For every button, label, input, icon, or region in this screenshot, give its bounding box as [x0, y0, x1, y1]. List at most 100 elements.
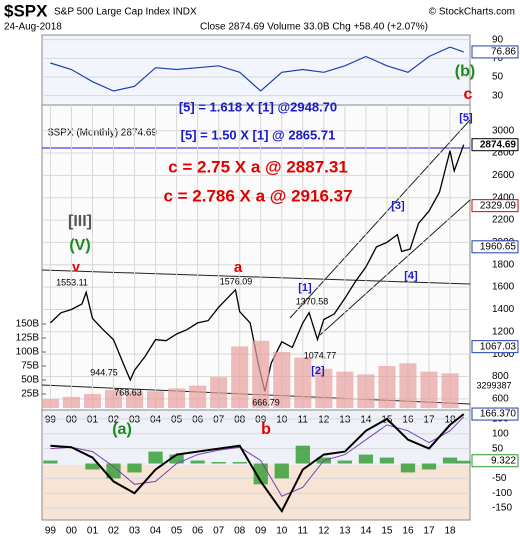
histogram-bar [211, 462, 226, 464]
x-tick-label: 16 [402, 415, 414, 426]
x-tick-label: 15 [381, 526, 393, 537]
histogram-bar [295, 445, 310, 464]
y-tick-label: 30 [492, 90, 504, 101]
histogram-bar [232, 462, 247, 464]
annotation: [1] [298, 282, 312, 294]
x-tick-label: 02 [108, 526, 120, 537]
x-tick-label: 13 [339, 415, 351, 426]
x-tick-label: 16 [402, 526, 414, 537]
x-tick-label: 05 [171, 415, 183, 426]
histogram-bar [85, 463, 100, 470]
y-tick-label: 150B [16, 319, 40, 330]
y-tick-label: 125B [16, 333, 40, 344]
y-tick-label: 2800 [492, 148, 515, 159]
histogram-bar [274, 463, 289, 479]
annotation: v [72, 259, 80, 275]
x-tick-label: 12 [318, 415, 330, 426]
date: 24-Aug-2018 [4, 22, 62, 33]
volume-bar [125, 391, 144, 408]
volume-bar [315, 368, 333, 408]
last-value-label: 76.86 [491, 47, 516, 58]
histogram-bar [169, 454, 184, 464]
volume-bar [147, 391, 165, 408]
annotation: [5] [459, 112, 473, 124]
x-tick-label: 08 [234, 526, 246, 537]
annotation: [III] [68, 213, 92, 230]
y-tick-label: 2600 [492, 170, 515, 181]
x-tick-label: 05 [171, 526, 183, 537]
rsi-panel [41, 34, 471, 106]
x-tick-label: 14 [360, 526, 372, 537]
last-value-label: 2329.09 [480, 200, 517, 211]
x-tick-label: 11 [298, 415, 309, 426]
histogram-bar [106, 463, 121, 479]
rsi-line [50, 46, 464, 92]
quote: Close 2874.69 Volume 33.0B Chg +58.40 (+… [200, 22, 428, 33]
y-tick-label: -50 [492, 473, 507, 484]
volume-bar [357, 374, 375, 408]
last-value-box [471, 407, 519, 421]
macd-line [50, 416, 465, 497]
y-tick-label: 1200 [492, 326, 515, 337]
last-value-box [471, 340, 519, 354]
last-value-label: 166.370 [480, 409, 517, 420]
volume-bar [231, 346, 249, 408]
last-value-box [471, 45, 519, 59]
y-tick-label: 100 [492, 428, 509, 439]
x-tick-label: 17 [423, 526, 435, 537]
volume-bar [104, 390, 123, 408]
histogram-bar [148, 451, 163, 464]
volume-bar [399, 363, 417, 408]
y-tick-label: 3000 [492, 125, 515, 136]
annotation: c = 2.786 X a @ 2916.37 [163, 186, 352, 205]
annotation: 1553.11 [56, 277, 88, 287]
x-tick-label: 18 [444, 415, 456, 426]
x-tick-label: 09 [255, 526, 267, 537]
x-tick-label: 02 [108, 415, 120, 426]
x-tick-label: 03 [129, 526, 141, 537]
x-tick-label: 01 [87, 415, 99, 426]
annotation: [4] [404, 270, 418, 282]
y-tick-label: 75B [21, 361, 39, 372]
histogram-bar [253, 463, 268, 485]
last-value-label: 9.322 [491, 455, 516, 466]
x-tick-label: 99 [45, 526, 57, 537]
histogram-bar [358, 454, 374, 464]
last-value-label: 1067.03 [480, 341, 517, 352]
histogram-bar [400, 463, 416, 473]
annotation: [2] [311, 365, 325, 377]
y-tick-label: 1000 [492, 349, 515, 360]
y-tick-label: 50B [21, 375, 39, 386]
annotation: (b) [455, 63, 475, 80]
last-value-box [471, 138, 519, 152]
last-value-box [471, 199, 519, 213]
annotation: c [464, 86, 473, 103]
source: © StockCharts.com [429, 7, 515, 18]
x-tick-label: 01 [87, 526, 99, 537]
annotation: (a) [112, 421, 132, 438]
volume-bar [189, 385, 207, 408]
y-tick-label: 2200 [492, 215, 515, 226]
volume-bar [273, 352, 291, 408]
annotation: 1576.09 [220, 276, 253, 286]
volume-bar [378, 366, 396, 408]
volume-bar [62, 396, 81, 408]
x-tick-label: 18 [444, 526, 456, 537]
histogram-bar [421, 463, 437, 470]
last-value-box [471, 454, 519, 468]
macd-frame [41, 409, 471, 521]
x-tick-label: 00 [66, 526, 78, 537]
annotation: 1074.77 [304, 350, 337, 360]
x-tick-label: 04 [150, 415, 162, 426]
x-tick-label: 06 [192, 526, 204, 537]
histogram-bar [456, 460, 471, 464]
volume-bar [210, 377, 228, 408]
y-tick-label: 800 [492, 371, 509, 382]
annotation: a [234, 259, 243, 276]
volume-bar [168, 388, 186, 408]
annotation: b [261, 421, 271, 438]
x-tick-label: 12 [318, 526, 330, 537]
x-tick-label: 07 [213, 526, 225, 537]
volume-bar [252, 340, 270, 408]
